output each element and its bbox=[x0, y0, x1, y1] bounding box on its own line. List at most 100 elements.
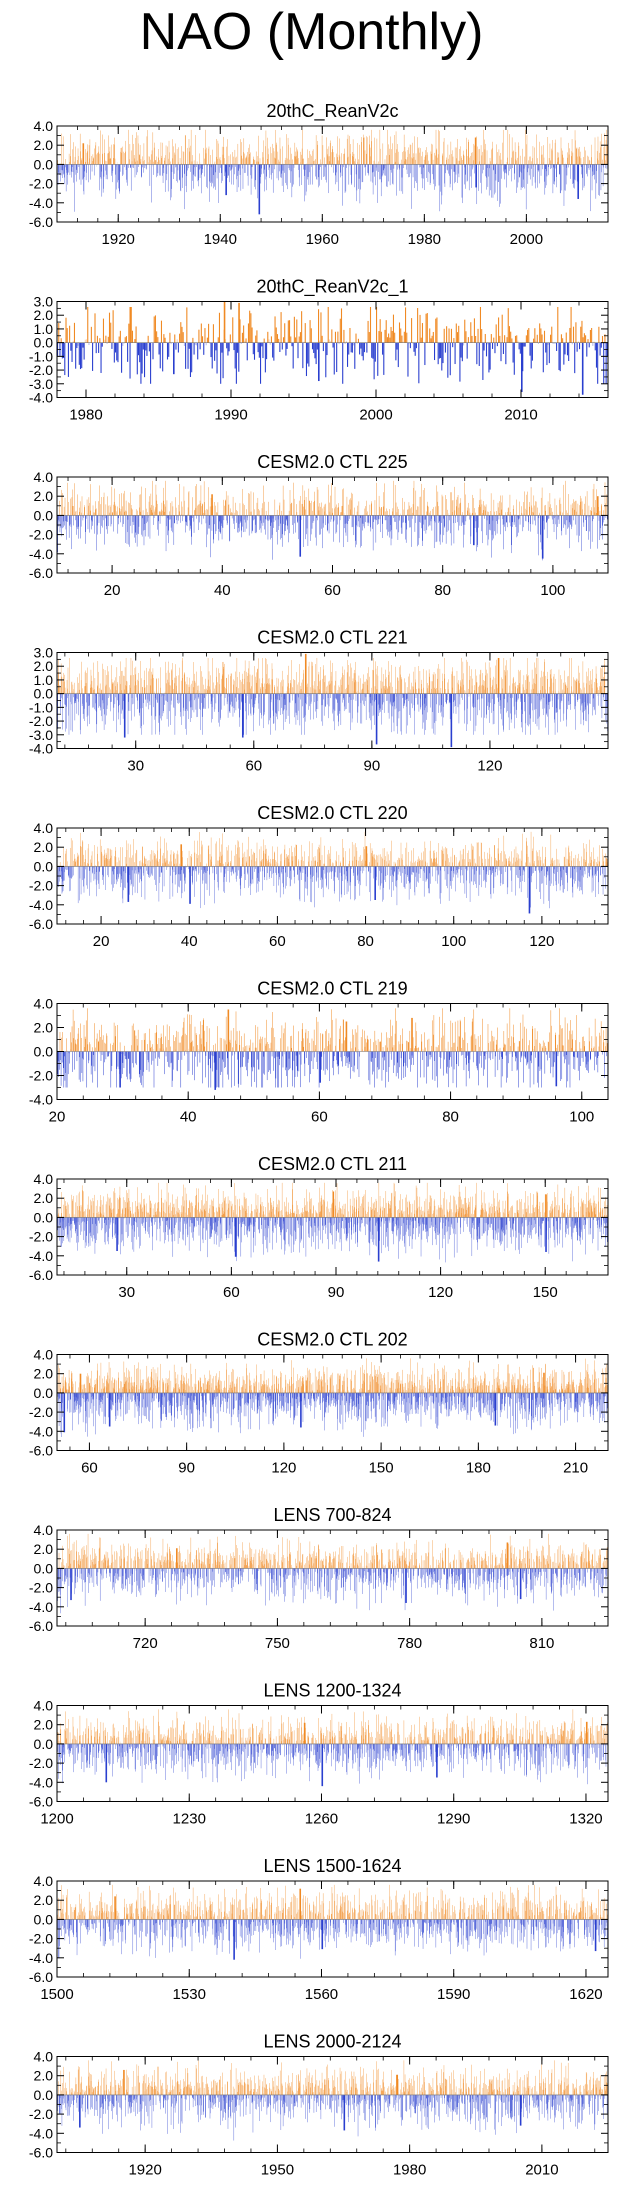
data-bar bbox=[525, 335, 527, 343]
data-bar bbox=[315, 342, 317, 365]
data-bar bbox=[385, 320, 387, 343]
data-bar bbox=[183, 342, 185, 346]
data-bar bbox=[504, 335, 506, 343]
data-bar bbox=[530, 342, 532, 369]
data-bar bbox=[110, 322, 112, 343]
data-bar bbox=[536, 334, 538, 343]
data-bar bbox=[421, 323, 424, 343]
data-bar bbox=[513, 342, 515, 375]
data-bar bbox=[363, 342, 366, 353]
spike-bar bbox=[82, 143, 85, 165]
data-bar bbox=[331, 329, 333, 343]
data-bar bbox=[441, 342, 443, 371]
data-bar bbox=[220, 342, 222, 384]
data-bar bbox=[533, 338, 535, 343]
data-bar bbox=[182, 332, 184, 343]
y-tick-label: 0.0 bbox=[34, 156, 54, 172]
data-bar bbox=[580, 326, 582, 343]
data-bar bbox=[345, 340, 347, 343]
data-bar bbox=[251, 327, 253, 343]
spike-bar bbox=[211, 494, 213, 516]
data-bar bbox=[181, 326, 183, 343]
data-bar bbox=[144, 342, 146, 378]
data-bar bbox=[128, 323, 130, 343]
data-bar bbox=[113, 342, 115, 363]
spike-bar bbox=[238, 302, 240, 343]
data-bar bbox=[246, 342, 248, 361]
data-bar bbox=[131, 330, 134, 343]
data-bar bbox=[551, 326, 553, 343]
data-bar bbox=[229, 334, 231, 343]
data-bar bbox=[208, 323, 210, 343]
data-bar bbox=[279, 342, 281, 352]
chart-panel: 20thC_ReanV2c_1 3.02.01.00.0-1.0-2.0-3.0-… bbox=[29, 277, 609, 424]
data-bar bbox=[569, 327, 571, 343]
data-bar bbox=[192, 337, 194, 343]
data-bar bbox=[64, 342, 66, 376]
y-tick-label: -2.0 bbox=[29, 362, 53, 378]
data-bar bbox=[406, 332, 408, 343]
spike-bar bbox=[475, 164, 477, 188]
data-bar bbox=[467, 337, 469, 343]
data-bar bbox=[481, 329, 483, 343]
data-bar bbox=[505, 342, 507, 365]
data-bar bbox=[434, 342, 436, 361]
data-bar bbox=[261, 342, 263, 347]
data-bar bbox=[324, 341, 326, 343]
data-bar bbox=[429, 328, 431, 343]
data-bar bbox=[438, 342, 440, 359]
data-bar bbox=[359, 342, 361, 355]
data-bar bbox=[501, 314, 503, 343]
data-bar bbox=[575, 322, 577, 343]
data-bar bbox=[586, 342, 588, 357]
data-bar bbox=[185, 342, 187, 369]
data-bar bbox=[372, 342, 374, 359]
data-bar bbox=[577, 341, 579, 343]
data-bar bbox=[566, 342, 569, 356]
data-bar bbox=[170, 342, 172, 345]
x-tick-label: 1940 bbox=[204, 231, 237, 248]
data-bar bbox=[511, 338, 513, 343]
x-tick-label: 1960 bbox=[306, 231, 339, 248]
data-bar bbox=[384, 329, 386, 343]
data-bar bbox=[274, 316, 276, 343]
data-bar bbox=[542, 342, 544, 373]
data-bar bbox=[327, 306, 329, 343]
chart-title: 20thC_ReanV2c_1 bbox=[256, 277, 408, 298]
data-bar bbox=[272, 342, 274, 358]
data-bar bbox=[164, 337, 166, 343]
data-bar bbox=[240, 342, 242, 345]
data-bar bbox=[368, 332, 370, 343]
data-bar bbox=[600, 342, 602, 348]
data-bar bbox=[189, 342, 192, 378]
spike-bar bbox=[375, 693, 378, 745]
data-bar bbox=[493, 337, 495, 343]
data-bar bbox=[63, 342, 65, 359]
data-bar bbox=[348, 342, 350, 355]
data-bar bbox=[524, 342, 526, 347]
data-bar bbox=[313, 342, 315, 353]
data-bar bbox=[337, 331, 339, 343]
data-bar bbox=[516, 335, 518, 343]
data-bar bbox=[58, 322, 60, 343]
data-bar bbox=[156, 331, 158, 343]
data-bar bbox=[111, 342, 113, 349]
data-bar bbox=[133, 341, 135, 343]
spike-bar bbox=[541, 515, 544, 559]
x-tick-label: 2010 bbox=[504, 407, 537, 424]
data-bar bbox=[338, 342, 340, 345]
data-bar bbox=[303, 341, 305, 343]
data-bar bbox=[298, 336, 300, 343]
data-bar bbox=[559, 342, 561, 372]
data-bar bbox=[574, 342, 576, 374]
data-bar bbox=[188, 342, 190, 349]
data-bar bbox=[419, 314, 421, 343]
x-tick-label: 40 bbox=[214, 582, 231, 599]
data-bar bbox=[83, 342, 85, 360]
data-bar bbox=[166, 342, 169, 360]
data-bar bbox=[344, 342, 346, 344]
data-bar bbox=[408, 342, 410, 344]
data-bar bbox=[95, 342, 97, 354]
data-bar bbox=[371, 342, 373, 358]
data-bar bbox=[484, 333, 486, 343]
